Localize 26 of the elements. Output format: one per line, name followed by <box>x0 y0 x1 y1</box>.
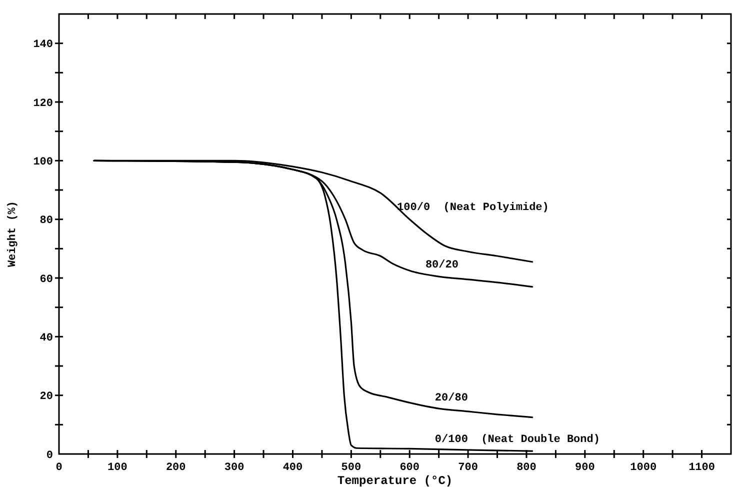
y-tick-label: 100 <box>33 156 53 169</box>
x-tick-label: 0 <box>56 462 62 474</box>
y-tick-label: 140 <box>33 39 53 52</box>
series-label: 20/80 <box>434 392 468 404</box>
y-tick-label: 80 <box>40 215 53 228</box>
x-tick-label: 900 <box>575 462 595 474</box>
x-tick-label: 100 <box>108 462 128 474</box>
y-tick-label: 20 <box>40 391 53 404</box>
y-tick-label: 60 <box>40 274 53 286</box>
y-axis-title: Weight (%) <box>7 200 19 268</box>
x-tick-label: 1000 <box>630 462 657 474</box>
x-tick-label: 800 <box>516 462 536 474</box>
x-tick-label: 400 <box>282 462 303 474</box>
x-tick-label: 700 <box>458 462 478 474</box>
series-label: 0/100 (Neat Double Bond) <box>434 434 600 446</box>
x-axis-title: Temperature (°C) <box>337 474 453 487</box>
y-tick-label: 120 <box>33 98 53 110</box>
y-tick-label: 0 <box>46 450 53 462</box>
x-tick-label: 300 <box>224 462 244 474</box>
series-label: 80/20 <box>425 259 458 272</box>
x-tick-label: 600 <box>400 462 420 474</box>
x-tick-label: 500 <box>341 462 362 474</box>
series-label: 100/0 (Neat Polyimide) <box>397 202 549 214</box>
x-tick-label: 200 <box>166 462 186 474</box>
x-tick-label: 1100 <box>688 462 715 474</box>
y-tick-label: 40 <box>40 332 53 345</box>
